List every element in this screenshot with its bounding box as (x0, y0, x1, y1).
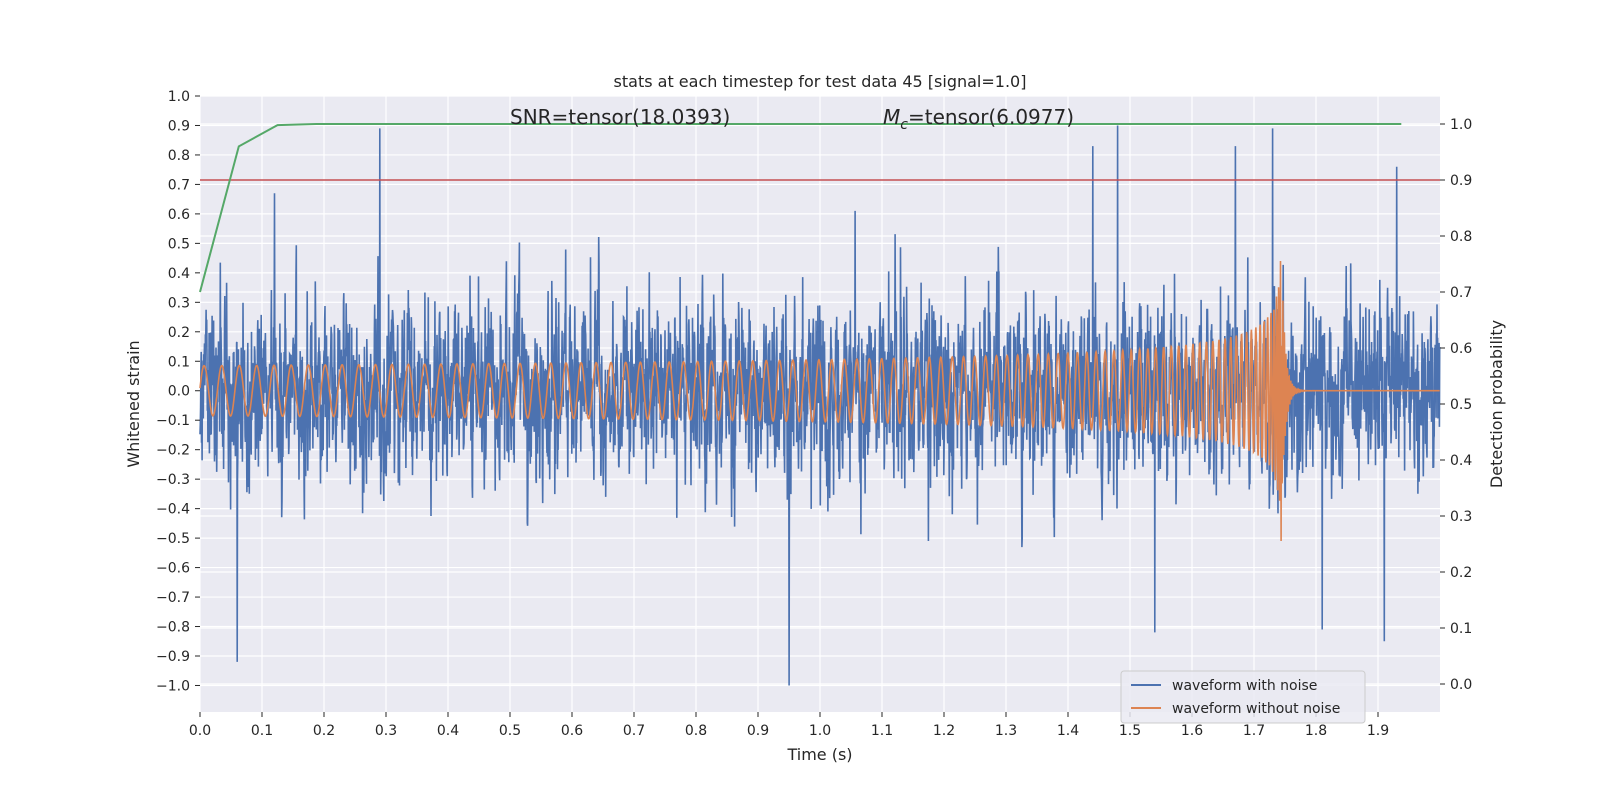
y-tick-label: 0.4 (168, 266, 190, 282)
x-tick-label: 0.1 (251, 723, 273, 739)
y-tick-label: 1.0 (168, 89, 190, 105)
y-right-tick-label: 0.4 (1450, 453, 1472, 469)
x-tick-label: 0.9 (747, 723, 769, 739)
y-right-tick-label: 0.8 (1450, 229, 1472, 245)
y-tick-label: −0.4 (156, 502, 190, 518)
y-tick-label: −0.7 (156, 590, 190, 606)
y-tick-label: −0.9 (156, 649, 190, 665)
y-tick-label: 0.9 (168, 118, 190, 134)
y-right-tick-label: 0.5 (1450, 397, 1472, 413)
chirp-mass-symbol: M (883, 105, 900, 129)
y-right-tick-label: 0.1 (1450, 621, 1472, 637)
y-tick-label: 0.3 (168, 295, 190, 311)
x-tick-label: 0.8 (685, 723, 707, 739)
y-right-tick-label: 1.0 (1450, 117, 1472, 133)
x-axis-label: Time (s) (786, 745, 852, 764)
y-right-tick-label: 0.3 (1450, 509, 1472, 525)
chirp-mass-subscript: c (900, 117, 908, 133)
x-tick-label: 1.4 (1057, 723, 1079, 739)
x-tick-label: 0.6 (561, 723, 583, 739)
y-tick-label: 0.1 (168, 354, 190, 370)
y-tick-label: −0.2 (156, 443, 190, 459)
y-tick-label: 0.7 (168, 177, 190, 193)
x-tick-label: 0.7 (623, 723, 645, 739)
x-tick-label: 1.3 (995, 723, 1017, 739)
y-axis-ticks: 1.0 0.9 0.8 0.7 0.6 0.5 0.4 0.3 0.2 0.1 0.0 −0.1 −0.… (156, 89, 200, 694)
x-tick-label: 1.2 (933, 723, 955, 739)
y-tick-label: 0.8 (168, 148, 190, 164)
x-tick-label: 1.7 (1243, 723, 1265, 739)
x-tick-label: 0.0 (189, 723, 211, 739)
y-tick-label: 0.6 (168, 207, 190, 223)
x-tick-label: 0.4 (437, 723, 459, 739)
y-tick-label: −0.3 (156, 472, 190, 488)
y-tick-label: 0.0 (168, 384, 190, 400)
snr-annotation: SNR=tensor(18.0393) (510, 105, 730, 129)
y-tick-label: −0.6 (156, 561, 190, 577)
chirp-mass-annotation: Mc=tensor(6.0977) (883, 105, 1074, 133)
x-tick-label: 1.1 (871, 723, 893, 739)
x-tick-label: 0.2 (313, 723, 335, 739)
x-tick-label: 1.8 (1305, 723, 1327, 739)
x-tick-label: 0.3 (375, 723, 397, 739)
y-tick-label: −0.1 (156, 413, 190, 429)
series-detection-probability (199, 123, 1402, 293)
x-tick-label: 1.9 (1367, 723, 1389, 739)
y-right-axis-label: Detection probability (1487, 320, 1506, 488)
chart-title: stats at each timestep for test data 45 … (614, 72, 1027, 91)
y-tick-label: −0.8 (156, 620, 190, 636)
y-right-tick-label: 0.6 (1450, 341, 1472, 357)
legend-box (1120, 670, 1366, 724)
y-tick-label: −0.5 (156, 531, 190, 547)
series-waveform-without-noise (199, 260, 1440, 542)
y-tick-label: 0.2 (168, 325, 190, 341)
y-right-tick-label: 0.9 (1450, 173, 1472, 189)
legend-label-clean: waveform without noise (1172, 701, 1340, 717)
x-tick-label: 1.6 (1181, 723, 1203, 739)
x-tick-label: 1.5 (1119, 723, 1141, 739)
chirp-mass-value: =tensor(6.0977) (908, 105, 1074, 129)
y-right-tick-label: 0.2 (1450, 565, 1472, 581)
y-right-axis-ticks: 1.0 0.9 0.8 0.7 0.6 0.5 0.4 0.3 0.2 0.1 0.0 (1440, 117, 1472, 693)
legend-label-noise: waveform with noise (1172, 678, 1317, 694)
x-tick-label: 1.0 (809, 723, 831, 739)
y-right-tick-label: 0.7 (1450, 285, 1472, 301)
x-axis-ticks: 0.0 0.1 0.2 0.3 0.4 0.5 0.6 0.7 0.8 0.9 1.0 1.1 1.2 1… (189, 712, 1389, 739)
legend: waveform with noise waveform without noi… (1120, 670, 1366, 724)
y-tick-label: 0.5 (168, 236, 190, 252)
plot-lines (199, 123, 1441, 686)
y-right-tick-label: 0.0 (1450, 677, 1472, 693)
x-tick-label: 0.5 (499, 723, 521, 739)
y-axis-label: Whitened strain (124, 340, 143, 467)
y-tick-label: −1.0 (156, 678, 190, 694)
